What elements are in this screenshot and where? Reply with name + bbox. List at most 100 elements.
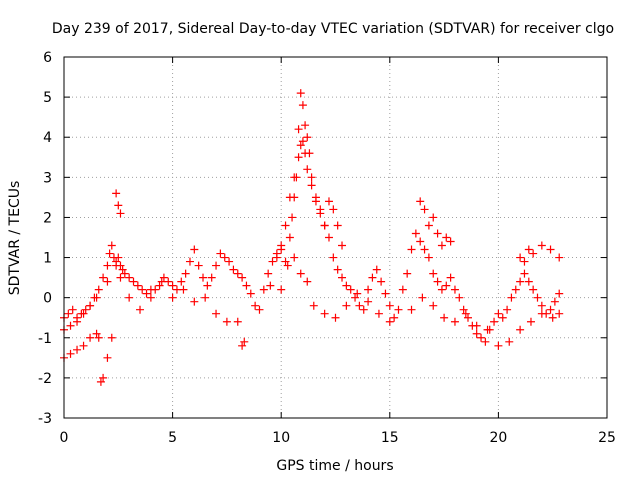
data-point: [418, 293, 427, 302]
data-point: [346, 285, 355, 294]
data-point: [398, 285, 407, 294]
axis-ticks: [63, 56, 608, 419]
data-point: [199, 273, 208, 282]
data-point: [303, 277, 312, 286]
data-point: [142, 289, 151, 298]
data-point: [296, 141, 305, 150]
data-point: [157, 277, 166, 286]
data-point: [277, 285, 286, 294]
data-point: [359, 305, 368, 314]
data-point: [372, 265, 381, 274]
data-point: [516, 277, 525, 286]
data-point: [203, 281, 212, 290]
y-tick-label: 5: [43, 90, 52, 106]
data-point: [381, 289, 390, 298]
data-point: [185, 257, 194, 266]
data-point: [331, 313, 340, 322]
data-point: [179, 285, 188, 294]
data-point: [246, 289, 255, 298]
data-point: [105, 249, 114, 258]
data-point: [498, 313, 507, 322]
data-point: [529, 249, 538, 258]
data-point: [296, 89, 305, 98]
data-point: [455, 293, 464, 302]
y-tick-label: 2: [43, 210, 52, 226]
data-point: [429, 213, 438, 222]
y-tick-label: -1: [38, 331, 52, 347]
data-point: [233, 317, 242, 326]
y-tick-label: 4: [43, 130, 52, 146]
data-point: [324, 233, 333, 242]
data-point: [103, 277, 112, 286]
data-point: [251, 301, 260, 310]
y-tick-labels: -3 -2 -1 0 1 2 3 4 5 6: [38, 50, 52, 427]
data-point: [324, 197, 333, 206]
data-point: [120, 269, 129, 278]
data-point: [450, 285, 459, 294]
data-point: [212, 309, 221, 318]
data-point: [81, 305, 90, 314]
y-axis-title: SDTVAR / TECUs: [7, 181, 23, 296]
data-point: [238, 273, 247, 282]
data-point: [394, 305, 403, 314]
data-point: [240, 337, 249, 346]
data-point: [103, 353, 112, 362]
data-point: [472, 321, 481, 330]
data-points: [60, 89, 564, 386]
data-point: [294, 125, 303, 134]
data-point: [459, 305, 468, 314]
data-point: [520, 269, 529, 278]
data-point: [73, 317, 82, 326]
data-point: [73, 345, 82, 354]
data-point: [311, 193, 320, 202]
x-tick-label: 20: [489, 430, 507, 446]
data-point: [355, 301, 364, 310]
data-point: [146, 285, 155, 294]
data-point: [403, 269, 412, 278]
data-point: [338, 241, 347, 250]
data-point: [207, 273, 216, 282]
data-point: [99, 273, 108, 282]
data-point: [138, 285, 147, 294]
data-point: [503, 305, 512, 314]
data-point: [268, 257, 277, 266]
data-point: [329, 205, 338, 214]
data-point: [136, 305, 145, 314]
data-point: [342, 281, 351, 290]
data-point: [407, 245, 416, 254]
data-point: [296, 269, 305, 278]
data-point: [114, 253, 123, 262]
data-point: [316, 205, 325, 214]
data-point: [511, 285, 520, 294]
data-point: [255, 305, 264, 314]
chart-title: Day 239 of 2017, Sidereal Day-to-day VTE…: [52, 21, 614, 37]
data-point: [546, 245, 555, 254]
data-point: [66, 321, 75, 330]
data-point: [112, 189, 121, 198]
data-point: [220, 253, 229, 262]
data-point: [494, 341, 503, 350]
data-point: [472, 329, 481, 338]
data-point: [333, 221, 342, 230]
data-point: [222, 317, 231, 326]
data-point: [555, 309, 564, 318]
data-point: [433, 277, 442, 286]
data-point: [294, 153, 303, 162]
data-point: [305, 149, 314, 158]
data-point: [524, 245, 533, 254]
data-point: [155, 281, 164, 290]
data-point: [533, 293, 542, 302]
data-point: [483, 325, 492, 334]
data-point: [264, 269, 273, 278]
x-tick-label: 5: [168, 430, 177, 446]
y-tick-label: -2: [38, 371, 52, 387]
data-point: [537, 301, 546, 310]
data-point: [433, 229, 442, 238]
data-point: [216, 249, 225, 258]
data-point: [103, 261, 112, 270]
x-tick-labels: 0 5 10 15 20 25: [60, 430, 616, 446]
data-point: [526, 317, 535, 326]
data-point: [440, 313, 449, 322]
data-point: [407, 305, 416, 314]
